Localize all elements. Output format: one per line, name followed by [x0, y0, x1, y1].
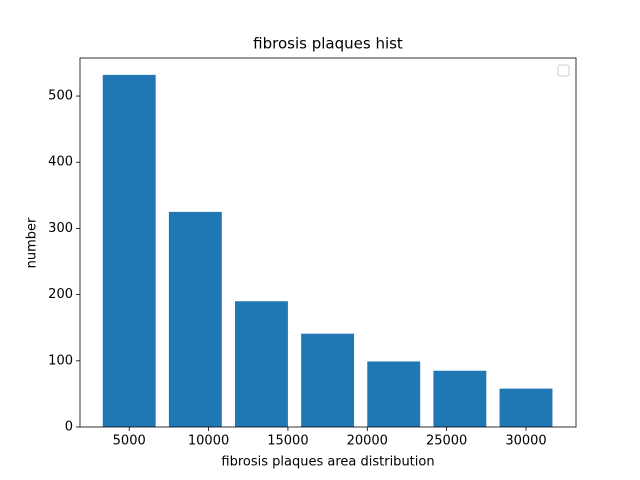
- bar: [168, 211, 222, 427]
- x-tick-label: 10000: [188, 434, 229, 449]
- x-tick-label: 15000: [267, 434, 308, 449]
- bar: [235, 301, 288, 427]
- bar: [301, 333, 355, 427]
- y-tick-label: 400: [48, 155, 73, 170]
- x-tick-label: 20000: [347, 434, 388, 449]
- y-tick-label: 200: [48, 287, 73, 302]
- y-tick-label: 100: [48, 353, 73, 368]
- legend: [557, 64, 570, 77]
- y-tick-label: 300: [48, 221, 73, 236]
- x-axis-label: fibrosis plaques area distribution: [221, 455, 434, 470]
- x-tick-label: 25000: [426, 434, 467, 449]
- bar: [367, 361, 421, 427]
- x-tick-label: 5000: [113, 434, 146, 449]
- y-tick-label: 0: [65, 420, 73, 435]
- x-tick-label: 30000: [505, 434, 546, 449]
- bar: [433, 370, 487, 427]
- bar: [102, 74, 156, 428]
- bar: [499, 388, 553, 427]
- axes-frame: [79, 57, 577, 428]
- chart-title: fibrosis plaques hist: [253, 35, 403, 53]
- y-tick-label: 500: [48, 89, 73, 104]
- y-axis-label: number: [25, 217, 40, 268]
- plot-area: [102, 74, 553, 428]
